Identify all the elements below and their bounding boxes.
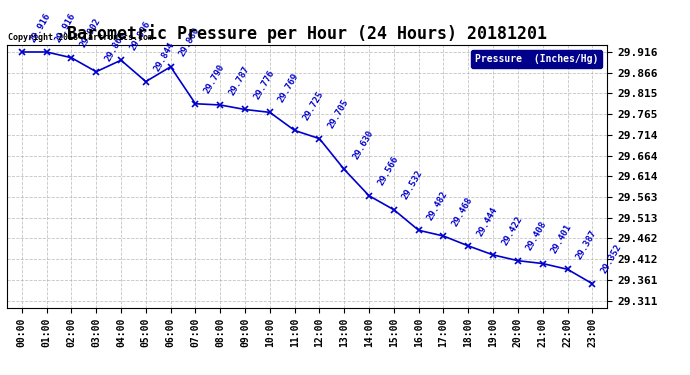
Text: 29.532: 29.532 [401,169,425,201]
Text: 29.844: 29.844 [152,41,177,73]
Text: 29.769: 29.769 [277,72,301,104]
Text: 29.422: 29.422 [500,214,524,247]
Text: 29.387: 29.387 [575,228,598,261]
Text: 29.566: 29.566 [376,155,400,188]
Text: 29.468: 29.468 [451,195,474,228]
Text: 29.896: 29.896 [128,20,152,52]
Text: 29.725: 29.725 [302,90,326,122]
Title: Barometric Pressure per Hour (24 Hours) 20181201: Barometric Pressure per Hour (24 Hours) … [67,24,547,44]
Text: 29.776: 29.776 [252,69,276,101]
Text: 29.352: 29.352 [599,243,623,275]
Text: 29.705: 29.705 [326,98,351,130]
Text: 29.868: 29.868 [103,31,127,63]
Text: 29.482: 29.482 [426,189,450,222]
Text: 29.916: 29.916 [29,11,52,44]
Text: 29.630: 29.630 [351,129,375,161]
Text: 29.916: 29.916 [54,11,77,44]
Text: 29.880: 29.880 [177,26,201,58]
Text: 29.787: 29.787 [227,64,251,97]
Text: 29.902: 29.902 [79,17,102,50]
Text: Copyright 2018 Cartronics.com: Copyright 2018 Cartronics.com [8,33,153,42]
Text: 29.408: 29.408 [525,220,549,252]
Text: 29.444: 29.444 [475,205,499,237]
Legend: Pressure  (Inches/Hg): Pressure (Inches/Hg) [471,50,602,68]
Text: 29.790: 29.790 [202,63,226,95]
Text: 29.401: 29.401 [550,223,573,255]
